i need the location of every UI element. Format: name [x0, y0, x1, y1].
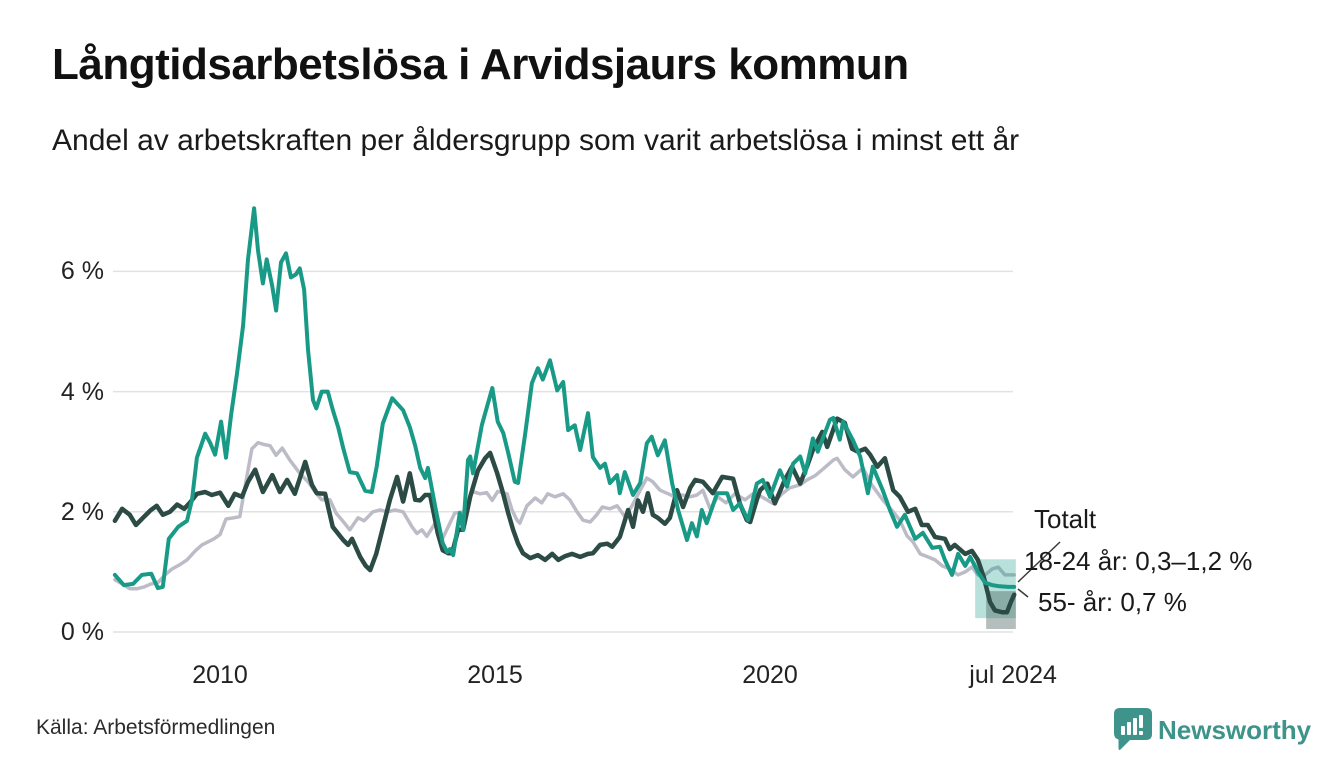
chart-subtitle: Andel av arbetskraften per åldersgrupp s…	[52, 124, 1020, 157]
y-axis-tick-label: 2 %	[60, 497, 104, 526]
bar-chart-speech-bubble-icon	[1114, 708, 1152, 750]
y-axis-tick-label: 0 %	[60, 618, 104, 646]
x-axis-tick-label: 2020	[742, 661, 798, 689]
annotation-totalt: Totalt	[1034, 504, 1097, 534]
leader-line-55	[1017, 588, 1029, 598]
annotation-55: 55- år: 0,7 %	[1038, 587, 1187, 617]
chart-line-totalt	[113, 440, 1016, 591]
y-axis-tick-label: 6 %	[60, 257, 104, 286]
x-axis-tick-label: 2015	[467, 661, 523, 689]
newsworthy-wordmark: Newsworthy	[1158, 715, 1312, 745]
annotation-18-24: 18-24 år: 0,3–1,2 %	[1024, 546, 1253, 576]
y-axis-tick-label: 4 %	[60, 377, 104, 406]
chart-line-55-r	[112, 416, 1017, 615]
chart-line-18-24-r	[112, 206, 1017, 591]
x-axis-tick-label: jul 2024	[969, 661, 1057, 689]
page-title: Långtidsarbetslösa i Arvidsjaurs kommun	[52, 40, 909, 89]
newsworthy-logo: Newsworthy	[1112, 706, 1322, 756]
leader-line-totalt	[1017, 541, 1061, 583]
x-axis-tick-label: 2010	[192, 661, 248, 689]
source-label: Källa: Arbetsförmedlingen	[36, 716, 276, 739]
